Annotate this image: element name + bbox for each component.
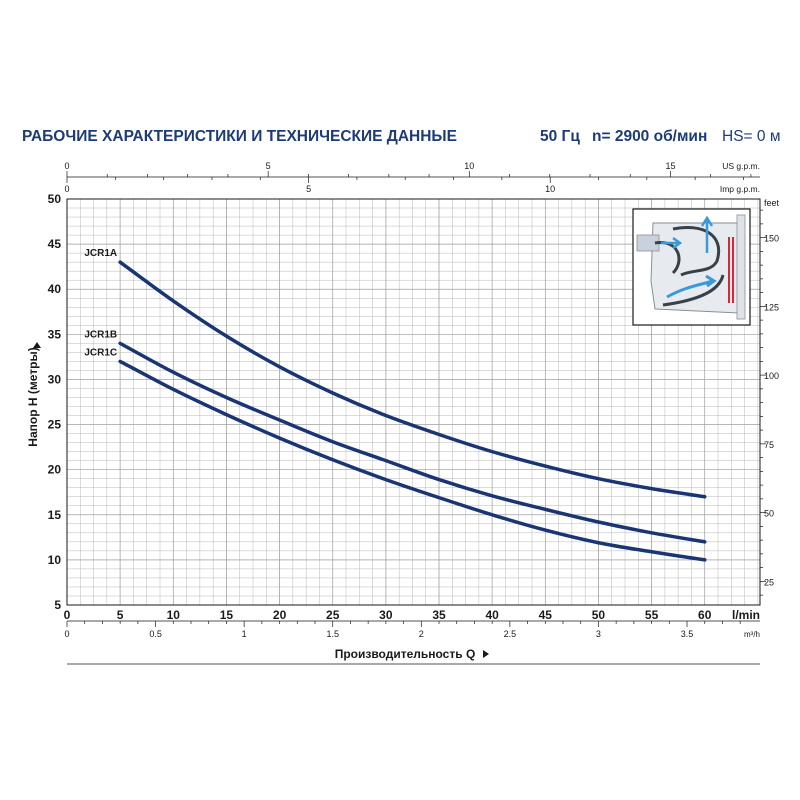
feet-tick-label: 100 — [764, 371, 779, 381]
feet-unit-label: feet — [764, 198, 780, 208]
speed-label: n= 2900 об/мин — [592, 128, 708, 145]
imp-gpm-unit-label: Imp g.p.m. — [720, 184, 760, 194]
curve-jcr1c — [118, 359, 707, 562]
x-tick-label: 35 — [432, 608, 446, 622]
flow-arrow-in — [661, 236, 683, 250]
m3h-tick-label: 0.5 — [149, 629, 162, 639]
y-tick-label: 35 — [48, 327, 62, 341]
y-tick-label: 25 — [48, 418, 62, 432]
hs-label: HS= 0 м — [722, 128, 780, 146]
x-tick-label: 55 — [645, 608, 659, 622]
y-tick-label: 45 — [48, 237, 62, 251]
m3h-tick-label: 3 — [596, 629, 601, 639]
y-tick-label: 5 — [54, 598, 61, 612]
x-tick-label: 25 — [326, 608, 340, 622]
m3h-tick-label: 3.5 — [681, 629, 694, 639]
feet-tick-label: 75 — [764, 440, 774, 450]
m3h-unit-label: m³/h — [744, 630, 760, 639]
feet-tick-label: 125 — [764, 302, 779, 312]
m3h-tick-label: 2 — [419, 629, 424, 639]
y-tick-label: 50 — [48, 192, 62, 206]
m3h-tick-label: 0 — [64, 629, 69, 639]
y-tick-label: 30 — [48, 372, 62, 386]
pump-lower-channel — [662, 274, 725, 307]
feet-tick-label: 50 — [764, 509, 774, 519]
flow-arrow-out — [700, 215, 714, 253]
us-gpm-tick-label: 0 — [64, 161, 69, 171]
x-axis-title: Производительность Q — [335, 647, 476, 661]
x-tick-label: 5 — [117, 608, 124, 622]
imp-gpm-tick-label: 0 — [64, 184, 69, 194]
pump-flange — [736, 214, 746, 320]
x-tick-label: 15 — [220, 608, 234, 622]
x-tick-label: 10 — [167, 608, 181, 622]
series-label-jcr1a: JCR1A — [84, 248, 117, 259]
y-tick-label: 10 — [48, 553, 62, 567]
x-tick-label: 50 — [592, 608, 606, 622]
series-label-jcr1b: JCR1B — [84, 329, 117, 340]
x-axis-arrow — [483, 650, 489, 658]
y-tick-label: 40 — [48, 282, 62, 296]
hs-value: 0 м — [752, 128, 781, 145]
pump-volute — [672, 226, 721, 277]
series-label-jcr1c: JCR1C — [84, 347, 117, 358]
m3h-tick-label: 1 — [242, 629, 247, 639]
m3h-tick-label: 2.5 — [504, 629, 517, 639]
flow-arrow-lower — [666, 274, 717, 299]
x-tick-label: 20 — [273, 608, 287, 622]
x-tick-label: 0 — [64, 608, 71, 622]
feet-tick-label: 150 — [764, 234, 779, 244]
frequency-label: 50 Гц — [540, 128, 580, 145]
us-gpm-unit-label: US g.p.m. — [722, 161, 760, 171]
x-tick-label: 45 — [539, 608, 553, 622]
y-tick-label: 20 — [48, 463, 62, 477]
chart-title: РАБОЧИЕ ХАРАКТЕРИСТИКИ И ТЕХНИЧЕСКИЕ ДАН… — [22, 128, 457, 145]
us-gpm-tick-label: 10 — [464, 161, 474, 171]
plot-frame — [66, 198, 761, 606]
y-axis-title: Напор H (метры) — [26, 347, 40, 446]
us-gpm-tick-label: 5 — [266, 161, 271, 171]
us-gpm-tick-label: 15 — [665, 161, 675, 171]
x-tick-label: 30 — [379, 608, 393, 622]
y-tick-label: 15 — [48, 508, 62, 522]
imp-gpm-tick-label: 5 — [306, 184, 311, 194]
x-unit-label: l/min — [732, 608, 760, 622]
imp-gpm-tick-label: 10 — [545, 184, 555, 194]
curve-jcr1a — [118, 260, 707, 499]
x-tick-label: 60 — [698, 608, 712, 622]
curve-jcr1b — [118, 341, 707, 544]
y-axis-arrow — [33, 342, 41, 348]
x-tick-label: 40 — [485, 608, 499, 622]
hs-key: HS= — [722, 128, 753, 145]
feet-tick-label: 25 — [764, 577, 774, 587]
m3h-tick-label: 1.5 — [326, 629, 339, 639]
